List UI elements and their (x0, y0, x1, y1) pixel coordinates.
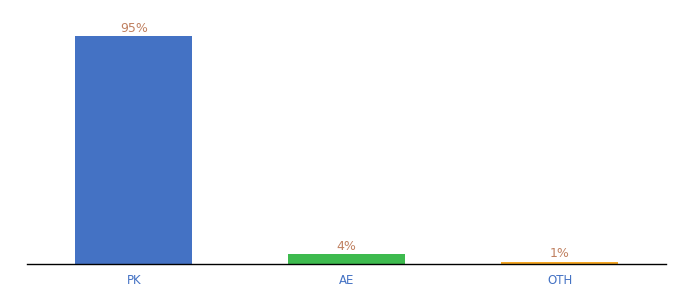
Text: 4%: 4% (337, 240, 357, 253)
Bar (75, 36, 192, 264)
Bar (288, 254, 405, 264)
Text: 95%: 95% (120, 22, 148, 35)
Text: 1%: 1% (550, 248, 570, 260)
Bar (501, 262, 619, 264)
